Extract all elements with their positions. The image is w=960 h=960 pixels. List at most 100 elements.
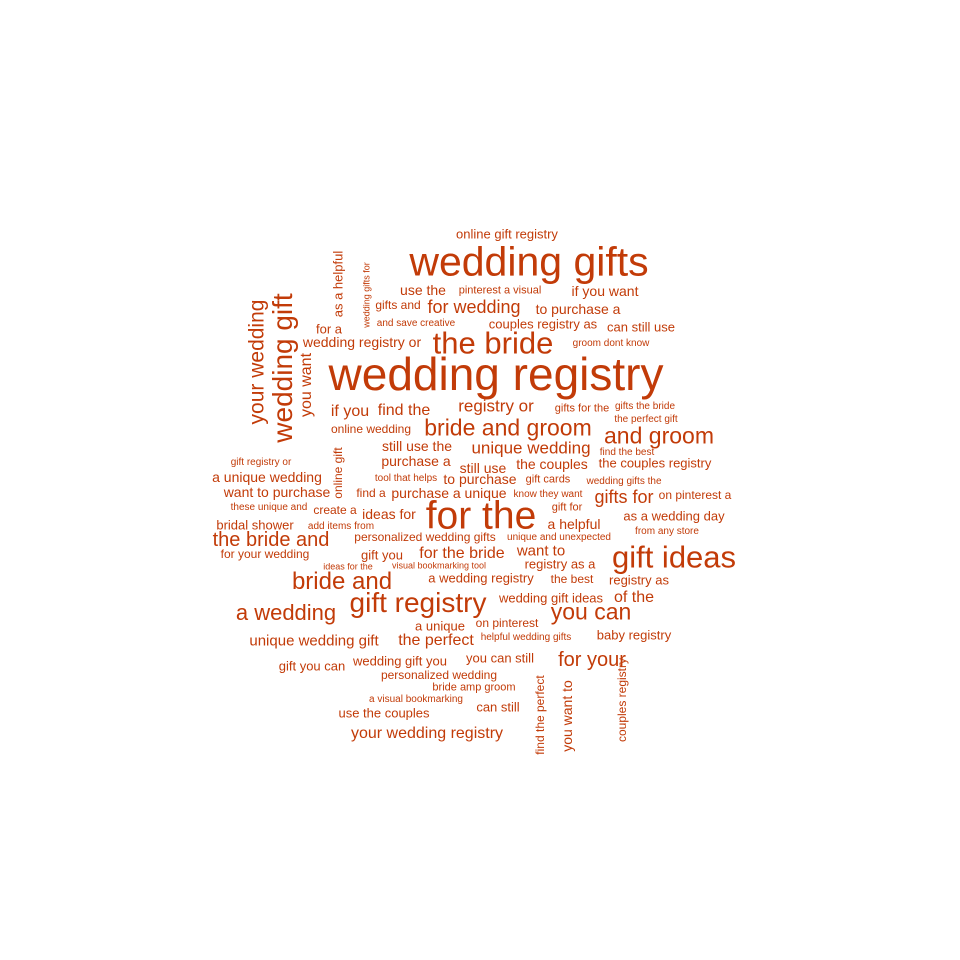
word-a-helpful: a helpful bbox=[547, 516, 601, 532]
word-want-to-purchase: want to purchase bbox=[223, 484, 331, 500]
word-online-gift-registry: online gift registry bbox=[456, 226, 558, 242]
word-a-visual-bookmarking: a visual bookmarking bbox=[369, 694, 463, 705]
word-a-wedding-registry: a wedding registry bbox=[428, 570, 534, 586]
word-online-gift: online gift bbox=[331, 447, 345, 499]
word-groom-dont-know: groom dont know bbox=[572, 338, 650, 349]
word-a-unique: a unique bbox=[415, 618, 465, 634]
word-ideas-for-the: ideas for the bbox=[323, 561, 373, 572]
word-gifts-the-bride: gifts the bride bbox=[614, 401, 676, 412]
word-find-the-best: find the best bbox=[599, 447, 655, 458]
word-your-wedding-registry: your wedding registry bbox=[350, 725, 504, 742]
word-use-the: use the bbox=[400, 282, 446, 298]
word-want-to: want to bbox=[516, 542, 566, 560]
word-personalized-wedding: personalized wedding bbox=[380, 668, 498, 682]
word-and-save-creative: and save creative bbox=[376, 318, 456, 329]
word-and-groom: and groom bbox=[604, 422, 714, 449]
word-online-wedding: online wedding bbox=[330, 422, 412, 436]
word-the-couples: the couples bbox=[516, 456, 588, 472]
word-you-can: you can bbox=[550, 598, 632, 625]
word-ideas-for: ideas for bbox=[362, 506, 416, 522]
word-bride-and: bride and bbox=[291, 568, 393, 595]
word-gift-you: gift you bbox=[361, 547, 403, 563]
word-for-the-bride: for the bride bbox=[419, 545, 505, 562]
word-wedding-gift-ideas: wedding gift ideas bbox=[498, 590, 604, 606]
word-if-you-want: if you want bbox=[571, 283, 639, 299]
word-can-still: can still bbox=[476, 699, 520, 715]
word-find-a: find a bbox=[356, 486, 386, 500]
word-gift-registry: gift registry bbox=[349, 587, 487, 618]
word-wedding-gift-you: wedding gift you bbox=[353, 653, 447, 669]
word-still-use: still use bbox=[459, 460, 507, 476]
word-to-purchase-a: to purchase a bbox=[535, 301, 621, 317]
word-gifts-for-the: gifts for the bbox=[554, 402, 610, 415]
word-visual-bookmarking-tool: visual bookmarking tool bbox=[391, 560, 487, 571]
word-couples-registry-as: couples registry as bbox=[488, 316, 598, 332]
word-wedding-gifts-for: wedding gifts for bbox=[361, 262, 372, 328]
word-to-purchase: to purchase bbox=[443, 471, 517, 487]
word-unique-and-unexpected: unique and unexpected bbox=[507, 532, 611, 543]
word-a-wedding: a wedding bbox=[235, 600, 337, 625]
word-the-best: the best bbox=[550, 572, 594, 586]
word-gift-cards: gift cards bbox=[525, 473, 571, 486]
word-of-the: of the bbox=[613, 589, 655, 606]
word-the-perfect: the perfect bbox=[398, 632, 474, 649]
word-registry-as: registry as bbox=[609, 572, 669, 588]
word-wedding-registry: wedding registry bbox=[328, 348, 664, 400]
word-the-bride-and: the bride and bbox=[212, 529, 330, 551]
word-wedding-gifts: wedding gifts bbox=[409, 238, 649, 285]
word-wedding-registry-or: wedding registry or bbox=[302, 334, 422, 350]
word-purchase-a-unique: purchase a unique bbox=[391, 485, 507, 501]
word-you-can-still: you can still bbox=[466, 650, 534, 666]
word-the-bride: the bride bbox=[432, 325, 554, 361]
word-gift-ideas: gift ideas bbox=[611, 539, 737, 575]
word-for-your-wedding: for your wedding bbox=[220, 547, 310, 561]
word-for-the: for the bbox=[425, 494, 537, 538]
word-add-items-from: add items from bbox=[307, 521, 375, 532]
word-registry-as-a: registry as a bbox=[524, 556, 596, 572]
word-as-a-wedding-day: as a wedding day bbox=[623, 508, 725, 524]
word-create-a: create a bbox=[313, 503, 357, 517]
word-from-any-store: from any store bbox=[635, 526, 699, 537]
word-a-unique-wedding: a unique wedding bbox=[212, 469, 322, 485]
word-use-the-couples: use the couples bbox=[338, 705, 430, 721]
word-unique-wedding-gift: unique wedding gift bbox=[249, 632, 379, 650]
word-wedding-gifts-the: wedding gifts the bbox=[586, 476, 662, 487]
word-know-they-want: know they want bbox=[513, 489, 583, 500]
word-wedding-gift: wedding gift bbox=[267, 293, 298, 443]
word-pinterest-a-visual: pinterest a visual bbox=[458, 284, 542, 297]
word-registry-or: registry or bbox=[458, 396, 534, 416]
word-on-pinterest-a: on pinterest a bbox=[658, 488, 732, 502]
word-if-you: if you bbox=[330, 403, 370, 420]
word-purchase-a: purchase a bbox=[381, 453, 451, 469]
word-tool-that-helps: tool that helps bbox=[374, 473, 438, 484]
word-unique-wedding: unique wedding bbox=[471, 438, 591, 458]
word-you-want-to: you want to bbox=[559, 680, 575, 752]
word-couples-registry: couples registry bbox=[615, 657, 629, 743]
word-the-couples-registry: the couples registry bbox=[598, 455, 712, 471]
word-as-a-helpful: as a helpful bbox=[330, 250, 346, 318]
word-gift-for: gift for bbox=[551, 501, 583, 514]
word-for-your: for your bbox=[558, 649, 626, 671]
word-personalized-wedding-gifts: personalized wedding gifts bbox=[354, 530, 496, 544]
word-the-perfect-gift: the perfect gift bbox=[614, 414, 678, 425]
word-still-use-the: still use the bbox=[381, 438, 453, 454]
word-find-the-perfect: find the perfect bbox=[533, 675, 547, 755]
word-bridal-shower: bridal shower bbox=[216, 517, 294, 533]
word-helpful-wedding-gifts: helpful wedding gifts bbox=[480, 632, 572, 643]
word-for-a: for a bbox=[315, 321, 343, 337]
word-bride-and-groom: bride and groom bbox=[424, 414, 592, 441]
word-you-want: you want bbox=[298, 352, 315, 418]
word-your-wedding: your wedding bbox=[245, 299, 269, 425]
word-baby-registry: baby registry bbox=[596, 627, 672, 643]
word-bride-amp-groom: bride amp groom bbox=[432, 681, 516, 694]
word-gifts-for: gifts for bbox=[594, 487, 654, 507]
word-on-pinterest: on pinterest bbox=[475, 616, 539, 630]
word-gift-you-can: gift you can bbox=[278, 658, 346, 674]
word-gifts-and: gifts and bbox=[375, 298, 421, 312]
word-can-still-use: can still use bbox=[607, 319, 675, 335]
word-gift-registry-or: gift registry or bbox=[230, 457, 292, 468]
word-these-unique-and: these unique and bbox=[230, 502, 308, 513]
word-find-the: find the bbox=[377, 402, 431, 419]
word-for-wedding: for wedding bbox=[427, 297, 521, 317]
